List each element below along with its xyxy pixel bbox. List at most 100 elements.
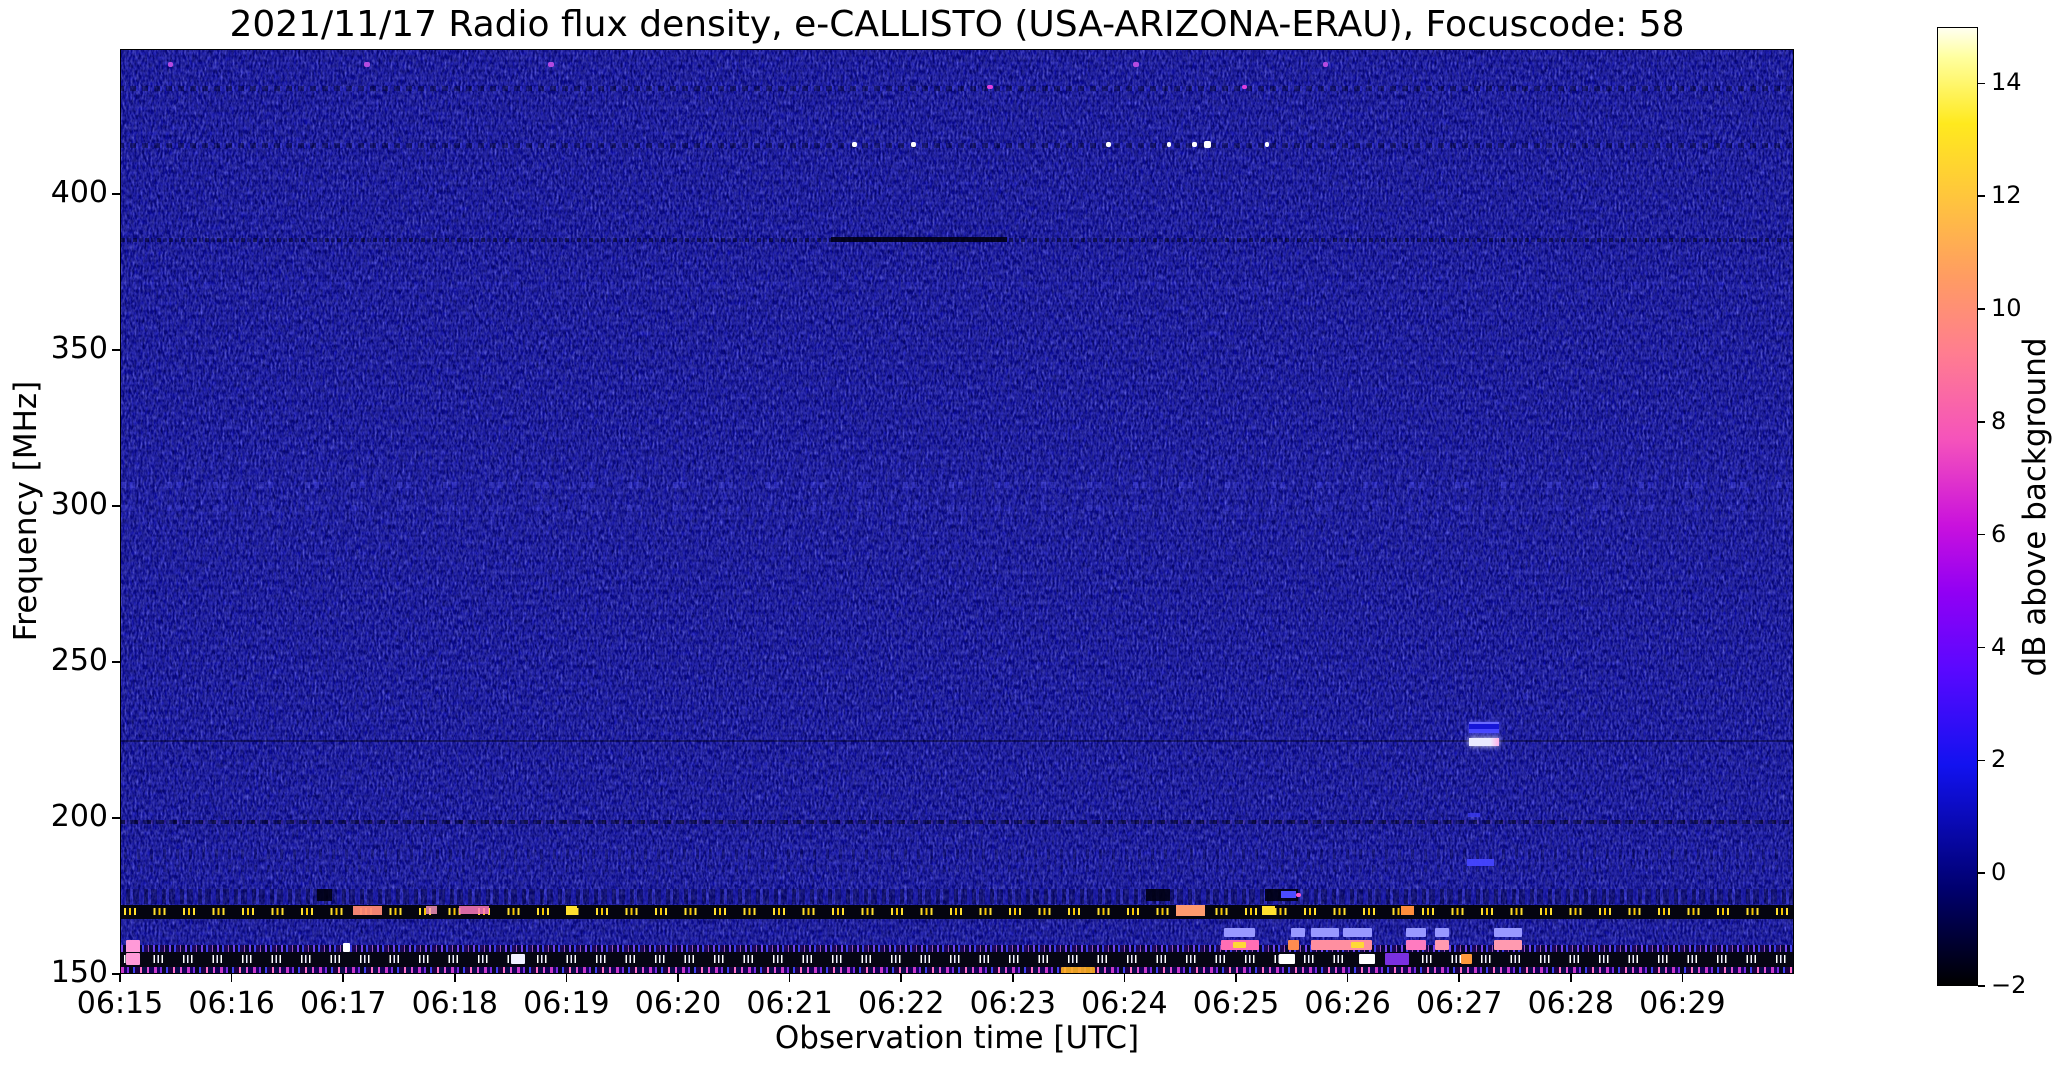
feature-yellow-blob-0619-170mhz <box>566 906 578 916</box>
colorbar-tick-label: −2 <box>1991 971 2027 999</box>
feature-burst-white-0627-225mhz <box>1469 737 1500 746</box>
feature-lavender-bar-4 <box>1343 927 1372 937</box>
feature-lavender-bar-1 <box>1223 927 1255 937</box>
colorbar-tick-mark <box>1978 872 1985 874</box>
colorbar-tick-mark <box>1978 759 1985 762</box>
x-tick-mark <box>900 974 902 982</box>
x-tick-mark <box>1458 974 1460 982</box>
feature-busy-speck-line-158mhz <box>121 945 1793 952</box>
x-tick-label: 06:22 <box>857 986 945 1021</box>
x-axis-label: Observation time [UTC] <box>774 1020 1140 1056</box>
feature-rfi-dotline-435mhz <box>121 85 1793 92</box>
colorbar-tick-label: 4 <box>1991 632 2007 661</box>
feature-white-dot-416-5 <box>1192 142 1197 147</box>
feature-white-blob-0626-155mhz <box>1358 953 1376 965</box>
feature-speck-row-184mhz <box>121 865 1793 873</box>
x-tick-label: 06:19 <box>523 986 610 1021</box>
y-tick-label: 200 <box>50 799 108 834</box>
x-tick-label: 06:23 <box>969 986 1057 1021</box>
feature-lavender-bar-2 <box>1290 927 1306 937</box>
x-tick-label: 06:17 <box>299 986 387 1021</box>
feature-burst-blue-0627-229mhz <box>1469 722 1500 734</box>
x-tick-label: 06:26 <box>1304 986 1391 1021</box>
feature-blue-tick-0627-201mhz <box>1468 812 1481 818</box>
feature-orange-blob-0626-170mhz <box>1401 906 1415 916</box>
feature-lavender-bar-6 <box>1434 927 1449 937</box>
colorbar-tick-mark <box>1978 646 1985 649</box>
colorbar-tick-mark <box>1978 308 1985 310</box>
x-tick-mark <box>788 974 791 982</box>
y-tick-mark <box>112 973 120 975</box>
feature-blue-dash-0627-186mhz <box>1466 859 1494 867</box>
x-tick-mark <box>1123 974 1126 982</box>
x-tick-label: 06:15 <box>76 986 164 1021</box>
x-tick-label: 06:18 <box>411 986 499 1021</box>
y-axis-label: Frequency [MHz] <box>8 380 44 642</box>
y-tick-label: 400 <box>50 175 108 211</box>
spectrogram-noise-texture <box>121 50 1793 973</box>
y-tick-mark <box>112 817 120 819</box>
colorbar-tick-mark <box>1978 195 1985 197</box>
x-tick-mark <box>1235 974 1237 982</box>
colorbar-label: dB above background <box>2017 337 2053 677</box>
feature-salmon-blob-0617-170mhz <box>353 906 383 916</box>
colorbar-tick-mark <box>1978 82 1985 85</box>
x-tick-label: 06:29 <box>1639 986 1726 1021</box>
feature-lavender-bar-7 <box>1493 927 1522 937</box>
x-tick-label: 06:24 <box>1081 986 1168 1021</box>
x-tick-mark <box>454 974 456 982</box>
feature-orange-blob-0627-155mhz <box>1461 954 1473 964</box>
feature-white-dot-416-4 <box>1166 142 1172 147</box>
feature-white-blob-0625-155mhz <box>1279 953 1295 965</box>
feature-pink-dot-0625-175mhz <box>1296 893 1301 898</box>
feature-yellow-cluster-0623-bottom <box>1060 967 1096 973</box>
colorbar <box>1937 27 1978 986</box>
feature-white-dot-416-6 <box>1264 142 1270 147</box>
feature-dash-row-300mhz <box>121 504 1793 511</box>
feature-blue-dash-0625-175mhz <box>1280 890 1297 899</box>
x-tick-label: 06:16 <box>188 986 275 1021</box>
y-tick-label: 150 <box>50 955 108 990</box>
feature-black-blob-0616 <box>317 889 332 902</box>
feature-pink-blob-0618-170mhz <box>459 906 490 915</box>
feature-dotline-199mhz <box>121 819 1793 824</box>
colorbar-tick-mark <box>1978 421 1985 423</box>
y-tick-label: 250 <box>50 643 108 679</box>
colorbar-tick-mark <box>1978 985 1985 987</box>
feature-ripple-interference-upper <box>121 450 1793 526</box>
x-tick-label: 06:27 <box>1415 986 1503 1021</box>
y-tick-label: 300 <box>50 487 108 523</box>
x-tick-mark <box>1681 974 1684 982</box>
spectrogram-plot-area <box>120 49 1794 974</box>
colorbar-tick-label: 14 <box>1991 68 2022 97</box>
x-tick-label: 06:21 <box>746 986 833 1021</box>
feature-yellow-blob-0625-170mhz <box>1261 906 1275 916</box>
x-tick-mark <box>119 974 121 982</box>
feature-orange-bar-0625 <box>1288 940 1300 951</box>
feature-white-dot-416-1 <box>852 142 857 147</box>
row-shading-texture <box>121 50 1793 973</box>
feature-white-dot-416-bright <box>1203 141 1212 148</box>
feature-ripple-interference-lower <box>121 525 1793 573</box>
feature-lavender-bar-3 <box>1310 927 1339 937</box>
feature-rfi-dotline-416mhz <box>121 142 1793 148</box>
feature-purple-blob-0626-155mhz <box>1385 953 1409 966</box>
feature-dash-row-307mhz <box>121 482 1793 488</box>
y-tick-mark <box>112 193 120 195</box>
feature-bottom-rfi-151mhz <box>121 966 1793 973</box>
x-tick-mark <box>342 974 344 982</box>
feature-magenta-dot-435-1 <box>987 84 993 89</box>
feature-white-blob-0617-159mhz <box>343 942 350 952</box>
y-tick-mark <box>112 349 120 351</box>
feature-yellow-core-0626 <box>1350 941 1365 949</box>
feature-black-blob-0624 <box>1145 889 1171 901</box>
feature-purple-dot-top-5 <box>1322 62 1329 67</box>
feature-mottle-row-370mhz <box>121 282 1793 290</box>
feature-pink-bar-0627 <box>1493 940 1522 951</box>
feature-white-dot-416-2 <box>911 142 916 147</box>
x-tick-mark <box>1012 974 1014 982</box>
x-tick-label: 06:20 <box>634 986 722 1021</box>
y-tick-mark <box>112 505 120 507</box>
feature-noise-band-175mhz <box>121 888 1793 904</box>
